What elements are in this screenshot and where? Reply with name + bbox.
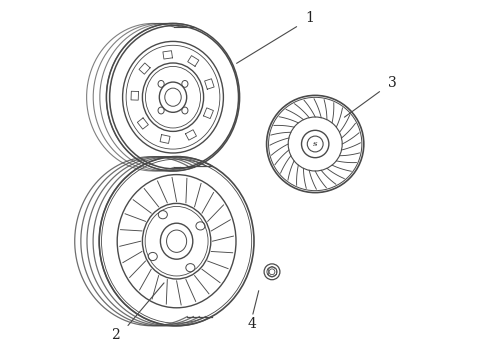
Text: 1: 1 (305, 11, 314, 25)
Text: 2: 2 (111, 328, 120, 342)
Text: 3: 3 (388, 76, 397, 90)
Text: 4: 4 (248, 317, 257, 331)
Text: S: S (313, 141, 318, 147)
